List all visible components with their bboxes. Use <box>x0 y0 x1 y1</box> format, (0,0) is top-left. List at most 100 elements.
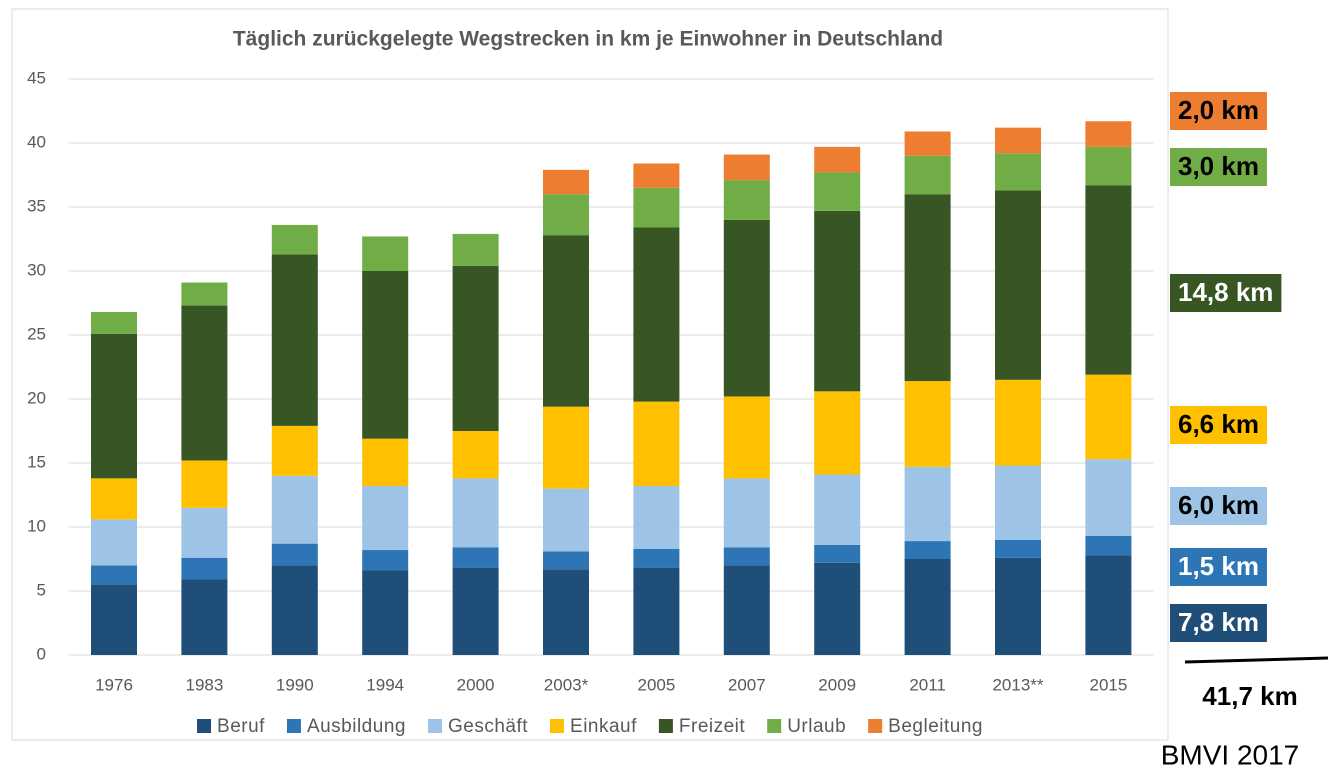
bar-segment <box>723 219 770 397</box>
bar-segment <box>633 401 680 487</box>
bar-segment <box>543 194 589 236</box>
bar-segment <box>904 131 951 156</box>
y-tick-label: 20 <box>27 388 46 407</box>
x-tick-label: 2011 <box>909 675 946 694</box>
bar-segment <box>452 265 499 431</box>
y-tick-label: 10 <box>27 516 46 535</box>
y-tick-label: 15 <box>27 452 46 471</box>
bar-segment <box>271 425 318 476</box>
bar-segment <box>633 227 680 402</box>
bar-segment <box>633 163 680 188</box>
side-label-box <box>1170 148 1267 186</box>
bar-segment <box>904 541 951 559</box>
bar-segment <box>362 271 409 439</box>
side-label: 7,8 km <box>1178 607 1259 637</box>
bar-segment <box>1085 121 1132 147</box>
source: BMVI 2017 <box>1161 739 1300 770</box>
side-label-box <box>1170 406 1267 444</box>
side-label-box <box>1170 92 1267 130</box>
x-tick-label: 2003* <box>544 675 589 694</box>
bar-segment <box>723 396 770 479</box>
bar-segment <box>543 406 589 489</box>
legend-swatch <box>286 719 301 733</box>
x-tick-label: 1994 <box>366 675 404 694</box>
side-label-box <box>1170 487 1267 525</box>
bar-segment <box>362 486 409 551</box>
legend-label: Ausbildung <box>307 716 406 737</box>
bar-segment <box>362 550 409 571</box>
x-tick-label: 1990 <box>276 675 314 694</box>
x-tick-label: 2000 <box>457 675 495 694</box>
side-label: 2,0 km <box>1178 95 1259 125</box>
legend-swatch <box>868 719 883 733</box>
x-tick-label: 2007 <box>728 675 766 694</box>
bar-segment <box>723 180 770 220</box>
legend-label: Begleitung <box>888 716 983 737</box>
y-tick-label: 35 <box>27 196 46 215</box>
bar-segment <box>633 486 680 549</box>
x-tick-label: 2015 <box>1089 675 1127 694</box>
bar-segment <box>633 567 680 655</box>
total-label: 41,7 km <box>1202 681 1297 711</box>
bar-segment <box>91 584 137 655</box>
bar-segment <box>633 548 680 568</box>
bar-segment <box>452 567 499 655</box>
bar-segment <box>181 557 228 580</box>
bar-segment <box>452 478 499 548</box>
bar-segment <box>181 507 228 558</box>
chart-title: Täglich zurückgelegte Wegstrecken in km … <box>233 28 943 51</box>
bar-segment <box>271 543 318 566</box>
legend-swatch <box>197 719 212 733</box>
bar-segment <box>995 379 1041 466</box>
bar-segment <box>271 224 318 255</box>
bar-segment <box>995 153 1041 191</box>
bar-segment <box>91 478 137 520</box>
bar-segment <box>904 559 951 655</box>
bar-segment <box>995 539 1041 558</box>
bar-segment <box>181 305 228 461</box>
bar-segment <box>91 565 137 585</box>
legend-label: Einkauf <box>570 716 637 737</box>
bar-segment <box>543 235 589 407</box>
bar-segment <box>995 190 1041 380</box>
bar-segment <box>814 391 861 475</box>
bar-segment <box>814 172 861 211</box>
bar-segment <box>543 569 589 655</box>
bar-segment <box>91 333 137 479</box>
y-tick-label: 5 <box>37 580 46 599</box>
y-tick-label: 30 <box>27 260 46 279</box>
y-tick-label: 40 <box>27 132 46 151</box>
bar-segment <box>271 254 318 426</box>
bar-segment <box>723 565 770 655</box>
legend-label: Freizeit <box>679 716 746 737</box>
x-tick-label: 1976 <box>95 675 133 694</box>
side-label: 14,8 km <box>1178 277 1273 307</box>
bar-segment <box>543 488 589 552</box>
legend-swatch <box>658 719 673 733</box>
side-label: 6,6 km <box>1178 409 1259 439</box>
legend-swatch <box>767 719 782 733</box>
x-tick-label: 2005 <box>637 675 675 694</box>
bar-segment <box>1085 146 1132 186</box>
bar-segment <box>362 438 409 487</box>
bar-segment <box>1085 374 1132 460</box>
side-label-box <box>1170 548 1267 586</box>
bar-segment <box>181 282 228 306</box>
bar-segment <box>362 236 409 271</box>
bar-segment <box>814 146 861 173</box>
bar-segment <box>91 311 137 334</box>
bar-segment <box>904 466 951 542</box>
bar-segment <box>814 562 861 655</box>
bar-segment <box>633 187 680 228</box>
bar-segment <box>452 233 499 266</box>
bar-segment <box>181 460 228 508</box>
legend-label: Geschäft <box>448 716 528 737</box>
bar-segment <box>723 154 770 181</box>
bar-segment <box>904 381 951 467</box>
x-tick-label: 2009 <box>818 675 856 694</box>
x-tick-label: 1983 <box>185 675 223 694</box>
bar-segment <box>271 565 318 655</box>
bar-segment <box>995 557 1041 655</box>
side-label: 1,5 km <box>1178 551 1259 581</box>
